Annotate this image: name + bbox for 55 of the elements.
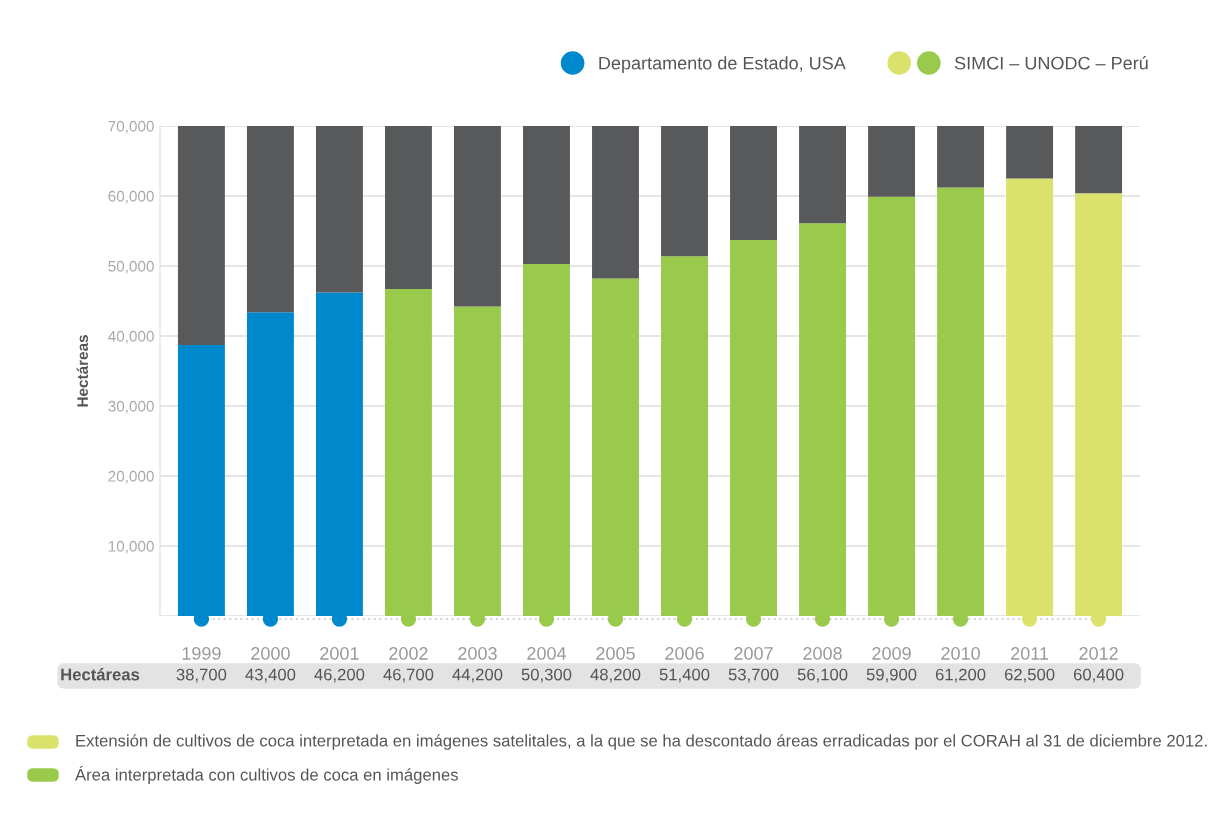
x-tick-label: 2011	[1011, 647, 1049, 660]
text: 46,200	[314, 668, 365, 683]
text: 48,200	[590, 668, 641, 683]
x-tick-label: 2001	[320, 647, 359, 660]
x-tick-label: 2003	[458, 647, 497, 660]
y-tick-label: 60,000	[108, 190, 154, 204]
y-tick-label: 40,000	[108, 330, 154, 344]
x-tick-label: 2005	[596, 647, 635, 660]
bar	[730, 126, 777, 241]
y-tick-label: 10,000	[108, 540, 154, 554]
text: 53,700	[728, 668, 779, 683]
text: 50,300	[521, 668, 572, 683]
x-tick-label: 2010	[941, 647, 980, 660]
bar	[246, 126, 294, 313]
text: 61,200	[935, 668, 986, 683]
y-tick-label: 20,000	[108, 470, 154, 484]
text: Área interpretada con cultivos de coca en imágenes	[75, 766, 458, 784]
x-tick-label: 2012	[1079, 647, 1118, 660]
x-tick-label: 2006	[665, 647, 704, 660]
y-tick-label: 50,000	[108, 260, 154, 274]
text: 51,400	[659, 668, 710, 683]
x-tick-label: 1999	[182, 647, 221, 660]
y-tick-label: 30,000	[108, 400, 154, 414]
bar	[1006, 126, 1054, 179]
x-tick-label: 2004	[527, 647, 567, 660]
y-tick-label: 70,000	[108, 120, 154, 134]
bar	[1075, 126, 1123, 194]
x-tick-label: 2002	[389, 647, 428, 660]
text: 62,500	[1004, 668, 1055, 683]
text: 38,700	[176, 668, 227, 683]
legend-label: Departamento de Estado, USA	[599, 56, 846, 74]
text: 59,900	[866, 668, 917, 683]
bar	[454, 126, 501, 307]
legend-label: SIMCI – UNODC – Perú	[954, 56, 1148, 70]
bar	[177, 126, 225, 346]
text: 46,700	[383, 668, 434, 683]
x-tick-label: 2007	[734, 647, 773, 660]
bar	[384, 126, 432, 290]
bar	[592, 126, 639, 279]
bar	[661, 126, 708, 257]
text: 60,400	[1073, 668, 1124, 683]
text: 56,100	[797, 668, 848, 683]
text: Extensión de cultivos de coca interpretada en imágenes satelitales, a la que se ha descontado áreas erradicadas por el CORAH al 31 de diciembre 2012.	[76, 734, 1207, 750]
bar	[799, 126, 846, 224]
bar	[937, 126, 985, 188]
x-tick-label: 2008	[803, 647, 842, 660]
text: Hectáreas	[61, 668, 140, 681]
x-tick-label: 2009	[872, 647, 911, 660]
bar	[868, 126, 916, 197]
text: 44,200	[452, 668, 503, 683]
text: 43,400	[245, 668, 296, 683]
y-axis-title: Hectáreas	[76, 335, 89, 407]
x-tick-label: 2000	[251, 647, 290, 660]
bar	[315, 126, 363, 293]
bar	[523, 126, 570, 264]
